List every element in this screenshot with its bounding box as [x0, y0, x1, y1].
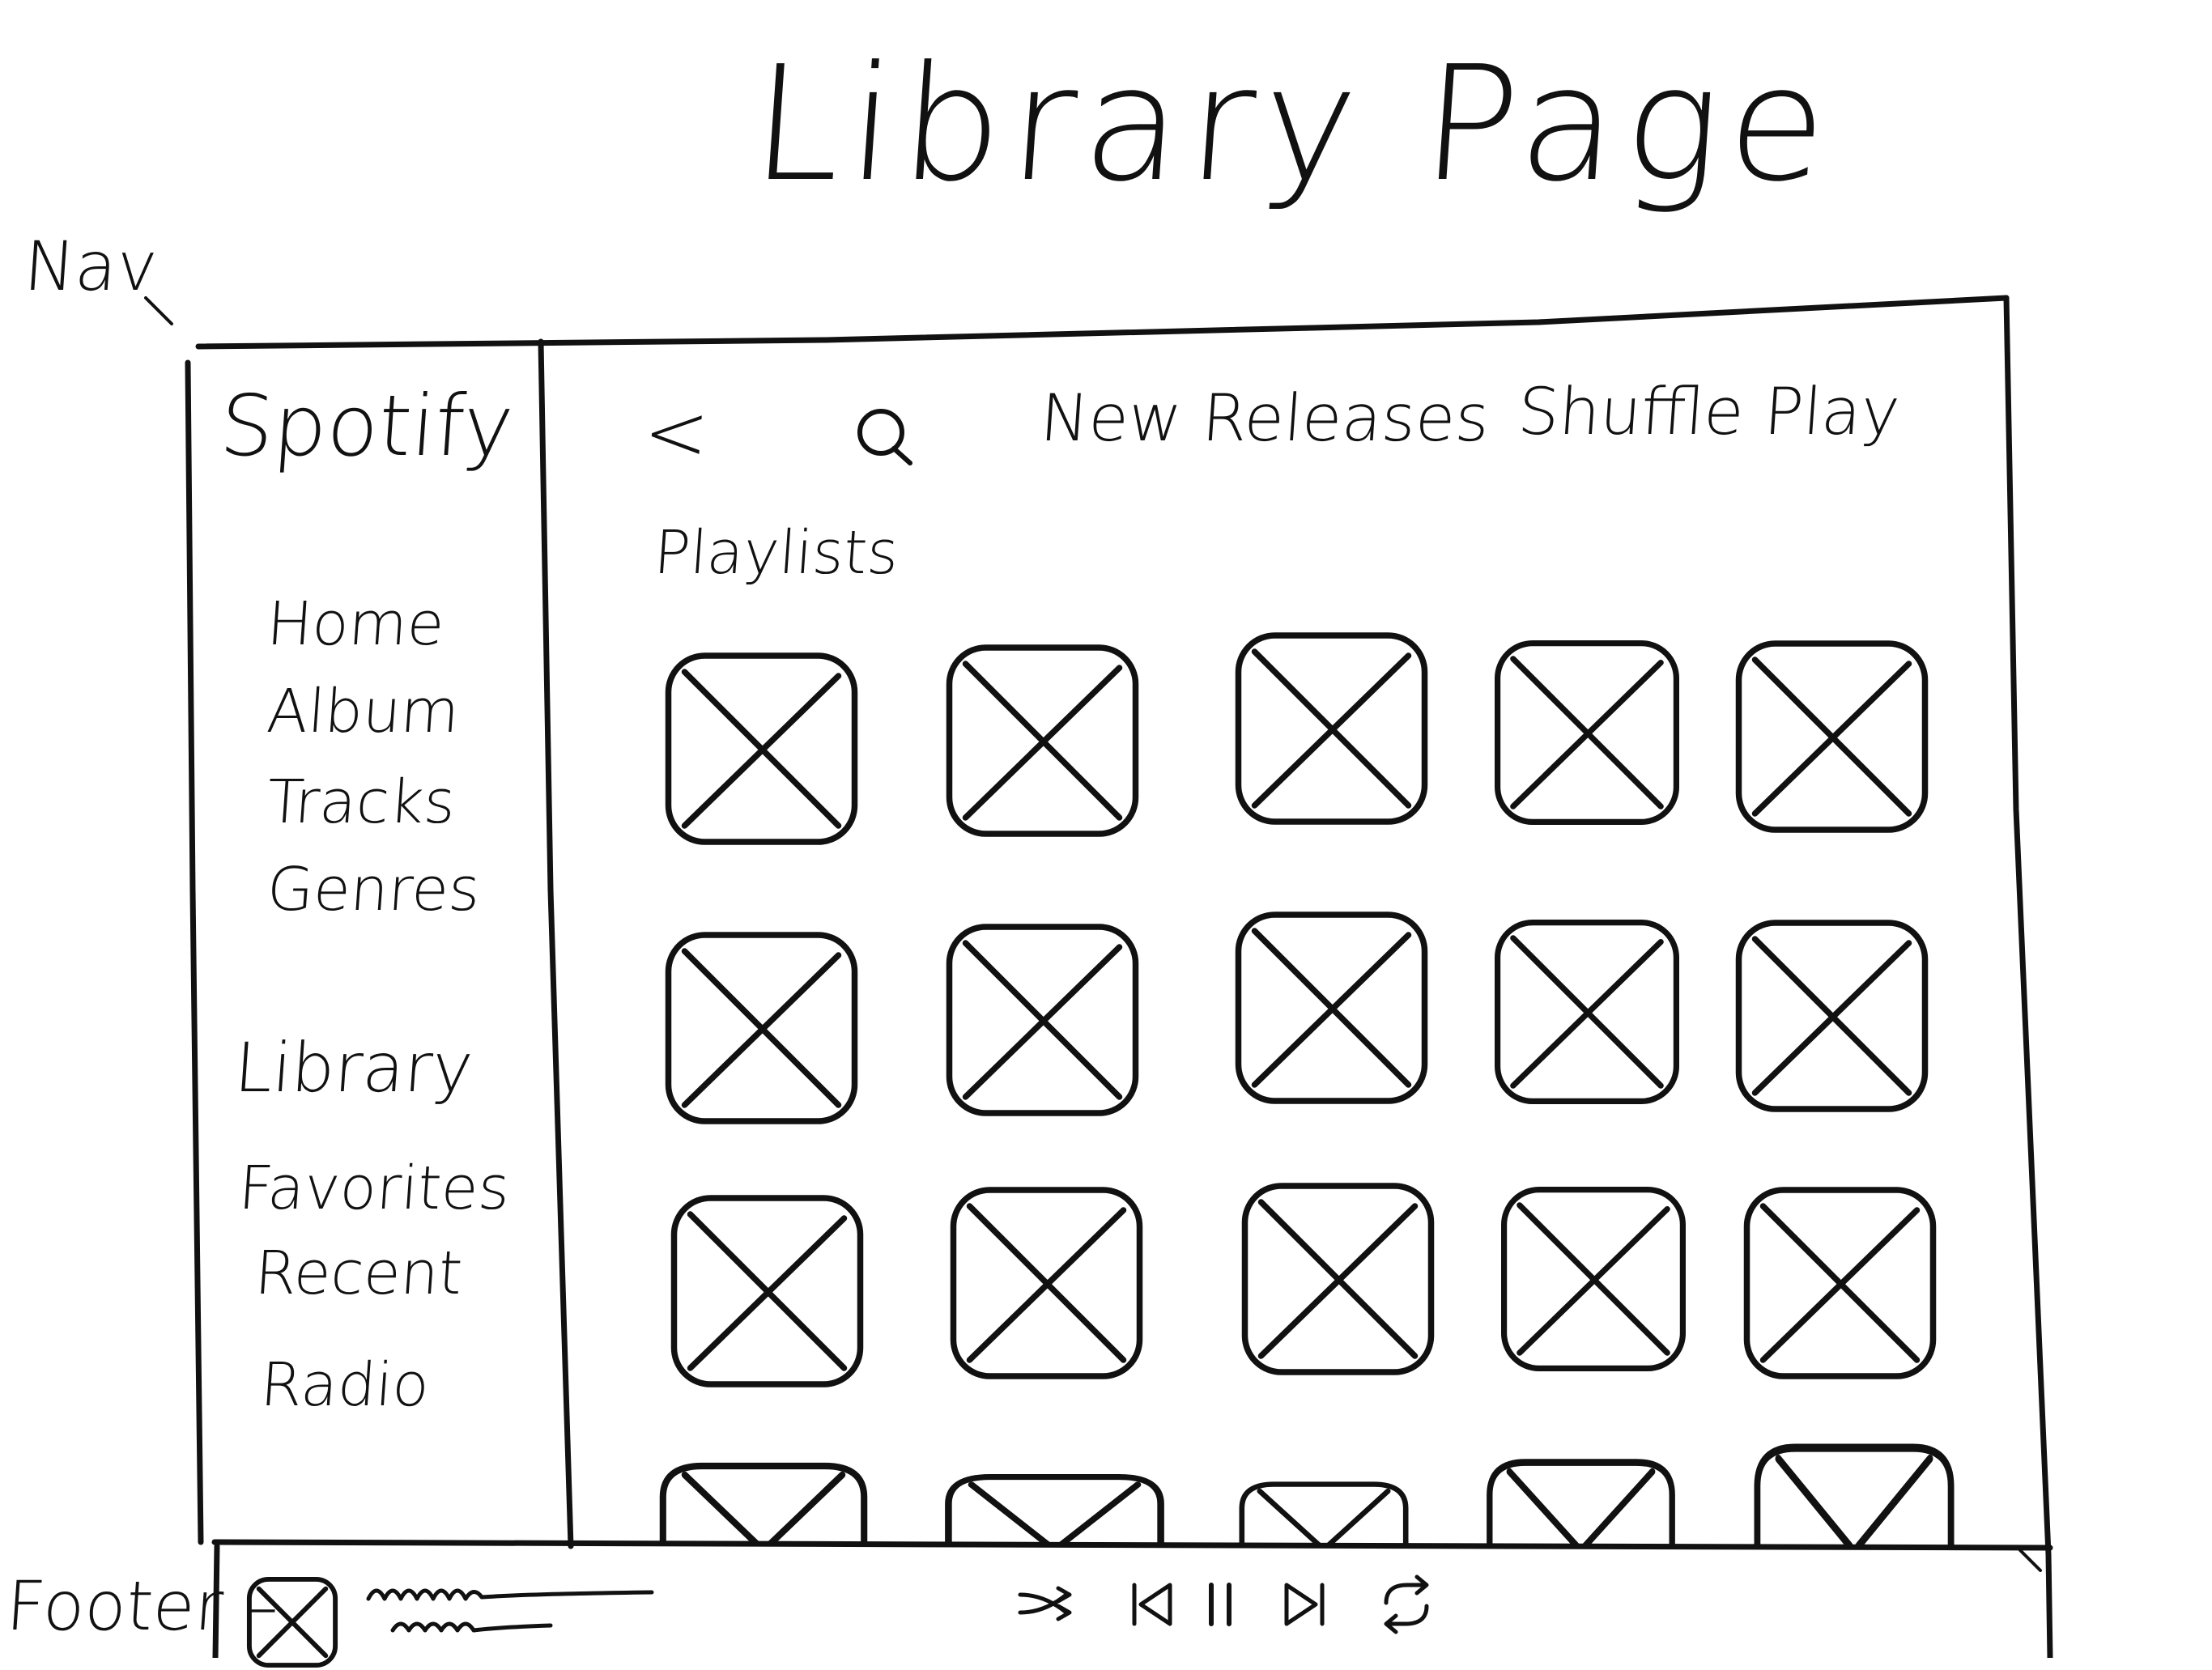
playlist-tile[interactable]	[660, 1190, 874, 1392]
next-icon[interactable]	[1275, 1570, 1335, 1635]
playlist-tile-partial[interactable]	[654, 1457, 873, 1546]
sidebar-library-heading[interactable]: Library	[232, 1028, 476, 1107]
now-playing-thumbnail[interactable]	[241, 1574, 343, 1670]
previous-icon[interactable]	[1121, 1570, 1181, 1635]
playlist-tile[interactable]	[1733, 1182, 1947, 1384]
playlist-tile[interactable]	[1725, 635, 1939, 838]
playlist-tile[interactable]	[1224, 907, 1439, 1109]
playlist-tile[interactable]	[1725, 915, 1939, 1117]
playlist-tile[interactable]	[654, 648, 869, 850]
search-icon[interactable]	[852, 402, 918, 468]
playlist-tile[interactable]	[1231, 1178, 1445, 1380]
sidebar-item-genres[interactable]: Genres	[264, 855, 483, 924]
playlists-heading: Playlists	[651, 518, 901, 588]
back-chevron-icon[interactable]: <	[640, 387, 713, 478]
nav-annotation: Nav	[21, 227, 160, 306]
artist-name-placeholder	[390, 1621, 553, 1633]
playlist-tile[interactable]	[1224, 627, 1439, 830]
playlist-tile-partial[interactable]	[1749, 1437, 1959, 1546]
playlist-tile[interactable]	[1490, 915, 1684, 1109]
playlist-tile-partial[interactable]	[1482, 1453, 1680, 1546]
sidebar-item-home[interactable]: Home	[264, 589, 447, 659]
playlist-tile[interactable]	[939, 1182, 1154, 1384]
playlist-tile[interactable]	[935, 919, 1150, 1121]
sidebar-item-radio[interactable]: Radio	[257, 1350, 432, 1420]
shuffle-play-button[interactable]: Shuffle Play	[1515, 374, 1903, 449]
sidebar-item-favorites[interactable]: Favorites	[236, 1154, 513, 1223]
playlist-tile[interactable]	[935, 640, 1150, 842]
new-releases-link[interactable]: New Releases	[1037, 380, 1492, 456]
sidebar-item-recent[interactable]: Recent	[252, 1239, 465, 1308]
page-title: Library Page	[747, 32, 1841, 217]
pause-icon[interactable]	[1190, 1570, 1250, 1635]
shuffle-icon[interactable]	[1016, 1570, 1076, 1635]
playlist-tile-partial[interactable]	[939, 1469, 1170, 1546]
playlist-tile[interactable]	[654, 927, 869, 1129]
sidebar-item-album[interactable]: Album	[264, 677, 462, 746]
brand-logo[interactable]: Spotify	[216, 376, 517, 475]
playlist-tile[interactable]	[1490, 635, 1684, 830]
track-title-placeholder	[366, 1588, 654, 1601]
footer-annotation: Footer –	[3, 1566, 282, 1646]
playlist-tile[interactable]	[1496, 1182, 1691, 1376]
repeat-icon[interactable]	[1376, 1570, 1436, 1635]
playlist-tile-partial[interactable]	[1235, 1477, 1413, 1546]
sidebar-item-tracks[interactable]: Tracks	[264, 767, 458, 837]
